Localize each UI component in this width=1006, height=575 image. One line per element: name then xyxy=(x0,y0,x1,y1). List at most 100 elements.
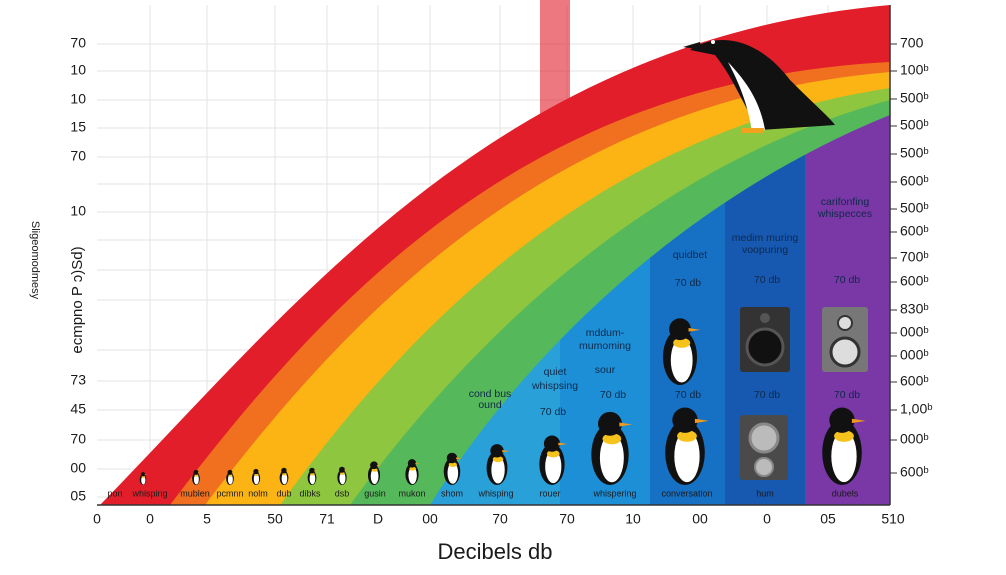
penguin-chest xyxy=(141,475,145,478)
bottom-tick-label: 05 xyxy=(820,511,836,527)
sound-label: pcmnn xyxy=(216,488,243,498)
penguin-chest xyxy=(282,472,287,476)
left-tick-label: 70 xyxy=(70,148,86,164)
penguin-beak xyxy=(619,422,633,427)
speaker-cone xyxy=(829,336,861,368)
penguin-belly xyxy=(831,430,857,483)
annotation: mumoming xyxy=(579,340,631,352)
annotation: 70 db xyxy=(754,389,780,401)
right-tick-label: 600ᵇ xyxy=(900,464,929,480)
penguin-chest xyxy=(834,430,854,442)
bottom-tick-label: 0 xyxy=(146,511,154,527)
penguin-head xyxy=(490,444,504,458)
sound-label: dub xyxy=(276,488,291,498)
sound-label: rouer xyxy=(539,488,560,498)
left-tick-label: 70 xyxy=(70,431,86,447)
penguin-head xyxy=(193,469,199,475)
penguin-head xyxy=(281,467,287,474)
right-tick-label: 500ᵇ xyxy=(900,200,929,216)
penguins xyxy=(139,318,866,486)
left-tick-label: 45 xyxy=(70,401,86,417)
bottom-tick-label: 70 xyxy=(559,511,575,527)
right-tick-label: 700ᵇ xyxy=(900,249,929,265)
right-tick-label: 000ᵇ xyxy=(900,431,929,447)
penguin-belly xyxy=(728,62,765,132)
penguin-belly xyxy=(599,433,624,483)
penguin-beak xyxy=(502,450,510,453)
bottom-tick-label: 510 xyxy=(881,511,905,527)
annotation: whispsing xyxy=(531,380,578,392)
right-tick-label: 600ᵇ xyxy=(900,173,929,189)
annotation: carifonfing xyxy=(821,196,870,208)
speaker-cone xyxy=(748,422,780,454)
sound-label: dubels xyxy=(832,488,859,498)
penguin-head xyxy=(253,468,259,475)
sound-label: dibks xyxy=(299,488,321,498)
sound-label: whisping xyxy=(131,488,167,498)
penguin-chest xyxy=(409,466,416,471)
penguin-chest xyxy=(371,468,378,472)
left-tick-label: 05 xyxy=(70,488,86,504)
annotation: sour xyxy=(595,364,616,376)
annotation: 70 db xyxy=(675,277,701,289)
right-tick-label: 600ᵇ xyxy=(900,223,929,239)
bottom-tick-label: 00 xyxy=(422,511,438,527)
annotation: voopuring xyxy=(742,244,788,256)
right-tick-label: 000ᵇ xyxy=(900,324,929,340)
bottom-tick-label: D xyxy=(373,511,383,527)
penguin-chest xyxy=(228,474,233,477)
penguin-chest xyxy=(194,474,199,477)
penguin-beak xyxy=(144,473,147,475)
annotation: 70 db xyxy=(834,274,860,286)
penguin-head xyxy=(446,452,458,464)
penguin-belly xyxy=(193,474,199,485)
penguin-head xyxy=(140,472,146,477)
annotation: 70 db xyxy=(754,274,780,286)
right-tick-label: 600ᵇ xyxy=(900,273,929,289)
annotation: mddum- xyxy=(586,327,625,339)
bottom-tick-label: 5 xyxy=(203,511,211,527)
bottom-tick-label: 00 xyxy=(692,511,708,527)
penguin-head xyxy=(669,318,691,341)
penguin-body xyxy=(690,40,835,130)
penguin-chest xyxy=(602,433,622,445)
penguin-eye xyxy=(711,40,715,44)
penguin-belly xyxy=(309,472,316,485)
speaker-tweeter xyxy=(837,315,853,331)
penguin-beak xyxy=(314,470,318,472)
penguin-beak xyxy=(683,42,702,50)
sound-label: gusin xyxy=(364,488,386,498)
left-tick-label: 00 xyxy=(70,460,86,476)
right-tick-label: 700 xyxy=(900,35,924,51)
annotation: medim muring xyxy=(732,232,799,244)
sound-label: shom xyxy=(441,488,463,498)
right-tick-label: 500ᵇ xyxy=(900,117,929,133)
left-tick-label: 10 xyxy=(70,62,86,78)
sound-label: nolm xyxy=(248,488,268,498)
penguin-chest xyxy=(492,456,504,463)
penguin-beak xyxy=(851,418,866,424)
bottom-tick-label: 71 xyxy=(319,511,335,527)
x-axis-title: Decibels db xyxy=(438,539,553,564)
annotation: 70 db xyxy=(675,389,701,401)
penguin-beak xyxy=(694,418,709,424)
sound-label: conversation xyxy=(661,488,712,498)
penguin-belly xyxy=(545,450,562,484)
right-tick-label: 500ᵇ xyxy=(900,145,929,161)
speaker-cone xyxy=(745,327,785,367)
left-tick-label: 10 xyxy=(70,203,86,219)
annotation: 70 db xyxy=(540,406,566,418)
penguin-chest xyxy=(448,462,457,467)
penguin-beak xyxy=(258,471,261,473)
bottom-tick-label: 70 xyxy=(492,511,508,527)
speaker-tweeter xyxy=(760,313,770,323)
penguin-beak xyxy=(286,470,290,472)
penguin-belly xyxy=(281,472,288,485)
penguin-belly xyxy=(253,473,260,485)
penguin-chest xyxy=(340,472,345,475)
penguin-chest xyxy=(254,473,259,476)
sound-label: mukon xyxy=(398,488,425,498)
bottom-tick-label: 10 xyxy=(625,511,641,527)
penguin-belly xyxy=(674,430,700,483)
penguin-feet xyxy=(742,128,764,133)
